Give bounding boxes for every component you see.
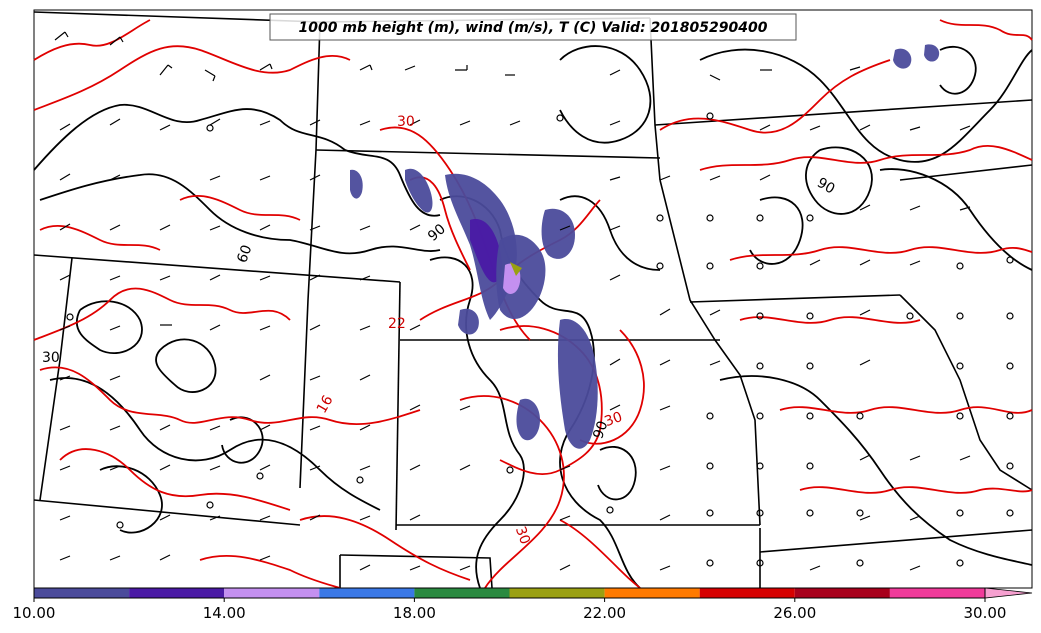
colorbar-tick-label: 30.00 bbox=[964, 604, 1007, 622]
colorbar-bin bbox=[509, 588, 605, 598]
contour-label: 30 bbox=[512, 524, 533, 546]
temperature-contours bbox=[33, 19, 1033, 589]
colorbar-bin bbox=[889, 588, 985, 598]
colorbar-bin bbox=[794, 588, 890, 598]
contour-label: 30 bbox=[42, 350, 60, 366]
colorbar-bin bbox=[34, 588, 130, 598]
colorbar-tick-label: 10.00 bbox=[13, 604, 56, 622]
contour-label: 22 bbox=[388, 316, 406, 332]
colorbar-tick-label: 22.00 bbox=[583, 604, 626, 622]
colorbar-bin bbox=[224, 588, 320, 598]
wind-barbs bbox=[54, 31, 971, 571]
calm-wind-circles bbox=[66, 112, 1014, 567]
wind-speed-shading bbox=[350, 44, 940, 449]
colorbar-bin bbox=[414, 588, 510, 598]
colorbar: 10.00 14.00 18.00 22.00 26.00 30.00 bbox=[13, 587, 1033, 622]
contour-label: 30 bbox=[602, 409, 624, 430]
colorbar-tick-label: 14.00 bbox=[203, 604, 246, 622]
contour-label: 90 bbox=[814, 175, 837, 198]
contour-label: 90 bbox=[590, 419, 611, 441]
colorbar-tick-label: 18.00 bbox=[393, 604, 436, 622]
colorbar-extend-arrow bbox=[984, 587, 1033, 599]
contour-label: 30 bbox=[397, 114, 415, 130]
map-title: 1000 mb height (m), wind (m/s), T (C) Va… bbox=[269, 13, 797, 41]
colorbar-bin bbox=[699, 588, 795, 598]
contour-label: 16 bbox=[314, 393, 337, 417]
colorbar-bin bbox=[129, 588, 225, 598]
colorbar-bin bbox=[604, 588, 700, 598]
map-title-text: 1000 mb height (m), wind (m/s), T (C) Va… bbox=[299, 20, 768, 36]
contour-label: 60 bbox=[234, 243, 255, 265]
colorbar-tick-label: 26.00 bbox=[773, 604, 816, 622]
colorbar-bin bbox=[319, 588, 415, 598]
